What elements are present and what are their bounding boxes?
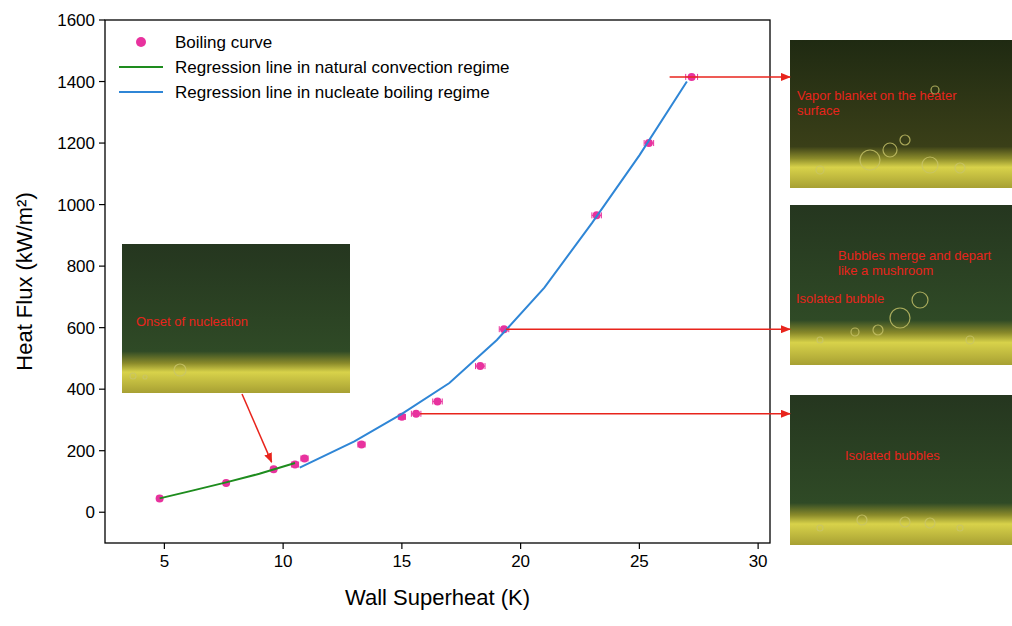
y-tick-label: 400 [67,380,95,399]
bubble [817,337,823,343]
error-bar [476,363,486,369]
annotation: Bubbles merge and departlike a mushroom [838,248,992,278]
y-tick [99,142,105,143]
y-tick [99,266,105,267]
bubble [890,308,910,328]
y-tick-label: 1400 [57,73,95,92]
legend-label: Boiling curve [175,33,272,52]
bubble [922,157,938,173]
x-tick [639,543,640,549]
y-tick-label: 1000 [57,196,95,215]
bubble [130,373,136,379]
legend-label: Regression line in natural convection re… [175,58,510,77]
error-bar [433,398,443,404]
x-tick [401,543,402,549]
annotation-line: Isolated bubble [796,291,884,306]
data-point [301,454,309,462]
annotation: Isolated bubble [796,291,884,306]
data-point [358,441,366,449]
annotation: Onset of nucleation [136,314,248,329]
y-tick [99,19,105,20]
annotation-line: Onset of nucleation [136,314,248,329]
y-axis-title: Heat Flux (kW/m²) [12,192,37,370]
bubble [143,375,147,379]
legend-swatch [136,37,146,47]
y-tick-label: 1200 [57,134,95,153]
annotation-line: Isolated bubbles [845,448,940,463]
y-tick [99,327,105,328]
arrow [506,328,790,330]
regression-line [300,82,687,468]
x-axis-title: Wall Superheat (K) [345,585,530,610]
error-bar [301,455,308,461]
legend-label: Regression line in nucleate boiling regi… [175,83,490,102]
x-tick-label: 5 [160,552,169,571]
bubble [900,135,910,145]
bubble [857,515,867,525]
y-tick-label: 1600 [57,11,95,30]
annotation-line: like a mushroom [838,263,933,278]
x-tick [758,543,759,549]
x-tick-label: 15 [392,552,411,571]
bubble [925,518,935,528]
regression-line [160,463,295,498]
bubble [966,336,974,344]
arrow [670,76,790,78]
bubble [851,328,859,336]
plot-frame [105,20,770,543]
y-tick [99,81,105,82]
photo [790,395,1012,545]
bubble [816,166,824,174]
legend: Boiling curve Regression line in natural … [119,33,510,102]
annotation-line: Vapor blanket on the heater [797,88,957,103]
legend-swatch [119,91,163,93]
bubble [860,150,880,170]
bubble [955,163,965,173]
bubble [873,325,883,335]
x-tick [164,543,165,549]
bubble [174,364,186,376]
x-tick-label: 30 [749,552,768,571]
annotation: Isolated bubbles [845,448,940,463]
x-tick [283,543,284,549]
bubble [912,292,928,308]
x-tick [520,543,521,549]
bubble [900,517,910,527]
y-tick-label: 0 [86,503,95,522]
photo [790,205,1012,365]
y-tick-label: 200 [67,442,95,461]
y-tick [99,389,105,390]
y-tick [99,512,105,513]
bubble [883,143,897,157]
y-tick-label: 600 [67,319,95,338]
photo [122,244,350,393]
x-tick-label: 10 [274,552,293,571]
data-point [412,410,420,418]
x-tick-label: 25 [630,552,649,571]
data-point [434,397,442,405]
bubble [957,525,963,531]
error-bar [411,411,421,417]
y-tick-label: 800 [67,257,95,276]
annotation-line: Bubbles merge and depart [838,248,992,263]
annotation: Vapor blanket on the heatersurface [797,88,957,118]
legend-swatch [119,66,163,68]
arrow [420,413,790,415]
chart: 5 10 15 20 25 30 0 200 400 600 800 1000 1200 1400 1600… [0,0,1012,626]
y-tick [99,450,105,451]
photo [790,40,1012,188]
bubble [817,525,823,531]
y-tick [99,204,105,205]
data-point [476,362,484,370]
error-bar [358,442,365,448]
arrow [242,394,272,462]
annotation-line: surface [797,103,840,118]
x-tick-label: 20 [511,552,530,571]
